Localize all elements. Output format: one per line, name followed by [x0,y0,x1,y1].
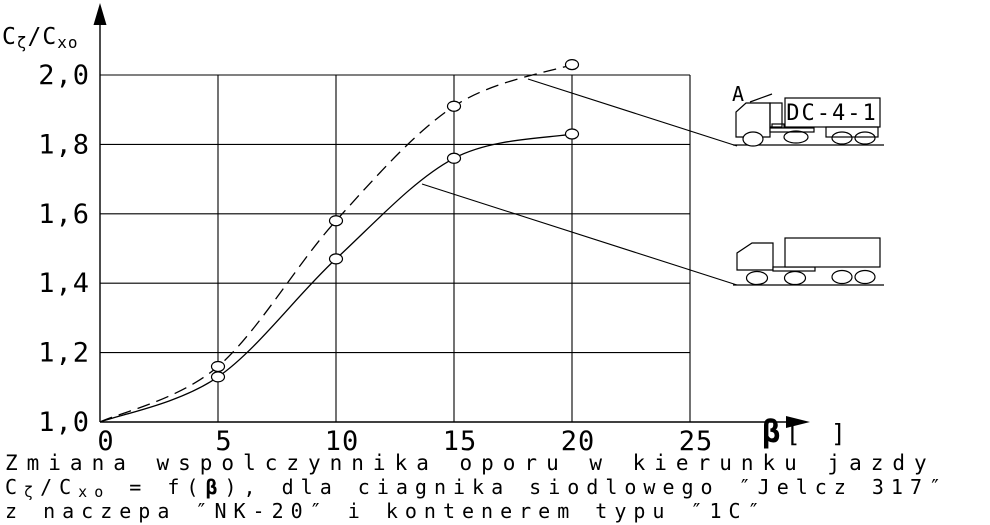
x-tick-label: 5 [215,426,232,457]
y-tick-label: 1,8 [38,129,90,160]
y-tick-label: 2,0 [38,60,90,91]
tractor-cab [736,242,774,271]
caption-text: = f( [110,475,206,499]
beta-symbol: β [762,414,781,450]
y-tick-label: 1,2 [38,338,90,369]
caption-line-3: z naczepa ″NK-20″ i kontenerem typu ″1C″ [5,499,767,523]
caption-subscript: xo [78,483,111,501]
leader-line [527,78,738,147]
data-point-marker [564,128,580,140]
wheel [745,270,769,286]
wheel [783,270,807,286]
wheel [854,131,876,145]
data-point-marker [328,215,344,227]
caption-line-2: Cζ/Cxo = f(β), dla ciagnika siodlowego ″… [5,475,949,501]
x-tick-label: 10 [325,426,360,457]
caption-text: /C [40,475,79,499]
leader-lines [421,78,738,286]
data-point-marker [328,253,344,265]
y-title-main: /C [27,24,58,50]
wheel [742,131,764,147]
wheel [854,269,876,285]
wheel [783,130,809,144]
tick-labels: 0 5 10 15 20 25 1,0 1,2 1,4 1,6 1,8 2,0 [38,60,714,457]
caption-subscript: ζ [24,483,41,501]
x-tick-label: 25 [679,426,714,457]
y-tick-label: 1,4 [38,268,90,299]
grid-lines [100,74,691,422]
y-title-main: C [2,24,17,50]
container-box [784,97,881,128]
y-tick-label: 1,0 [38,407,90,438]
caption-line-1: Zmiana wspolczynnika oporu w kierunku ja… [5,451,936,475]
wheel [831,131,853,145]
y-axis-arrow-icon [93,3,107,25]
wheel [831,269,853,285]
y-title-subscript: ζ [16,33,28,52]
data-point-marker [210,371,226,383]
tractor-cab [735,102,771,138]
chassis-frame [769,127,815,133]
x-axis-arrow-icon [786,416,810,428]
container-type-label: DC-4-1 [786,101,877,126]
y-title-subscript: xo [57,33,79,52]
deflector-pointer-line [749,93,773,103]
series-path-dashed [99,63,573,423]
y-axis-title: Cζ/Cxo [2,24,79,52]
roof-deflector [769,102,783,128]
data-point-marker [564,58,580,71]
container-box [784,237,881,268]
x-axis-title: β[ ] [762,414,846,450]
axes [93,3,810,428]
truck-with-deflector-illustration: A DC-4-1 [732,82,884,147]
caption-text: ), dla ciagnika siodlowego ″Jelcz 317″ [224,475,949,499]
x-tick-label: 20 [561,426,596,457]
data-point-marker [446,100,462,112]
truck-without-deflector-illustration [733,237,884,286]
unit-brackets: [ ] [785,419,846,448]
leader-line [421,183,738,286]
data-series [99,58,580,423]
trailer-bogie [825,126,879,138]
x-tick-label: 0 [97,426,114,457]
caption-text: C [5,475,25,499]
deflector-point-label: A [732,82,744,106]
caption-beta-symbol: β [205,475,225,499]
data-point-marker [210,360,226,373]
x-tick-label: 15 [443,426,478,457]
chassis-frame [772,266,816,272]
data-point-marker [446,152,462,164]
y-tick-label: 1,6 [38,199,90,230]
